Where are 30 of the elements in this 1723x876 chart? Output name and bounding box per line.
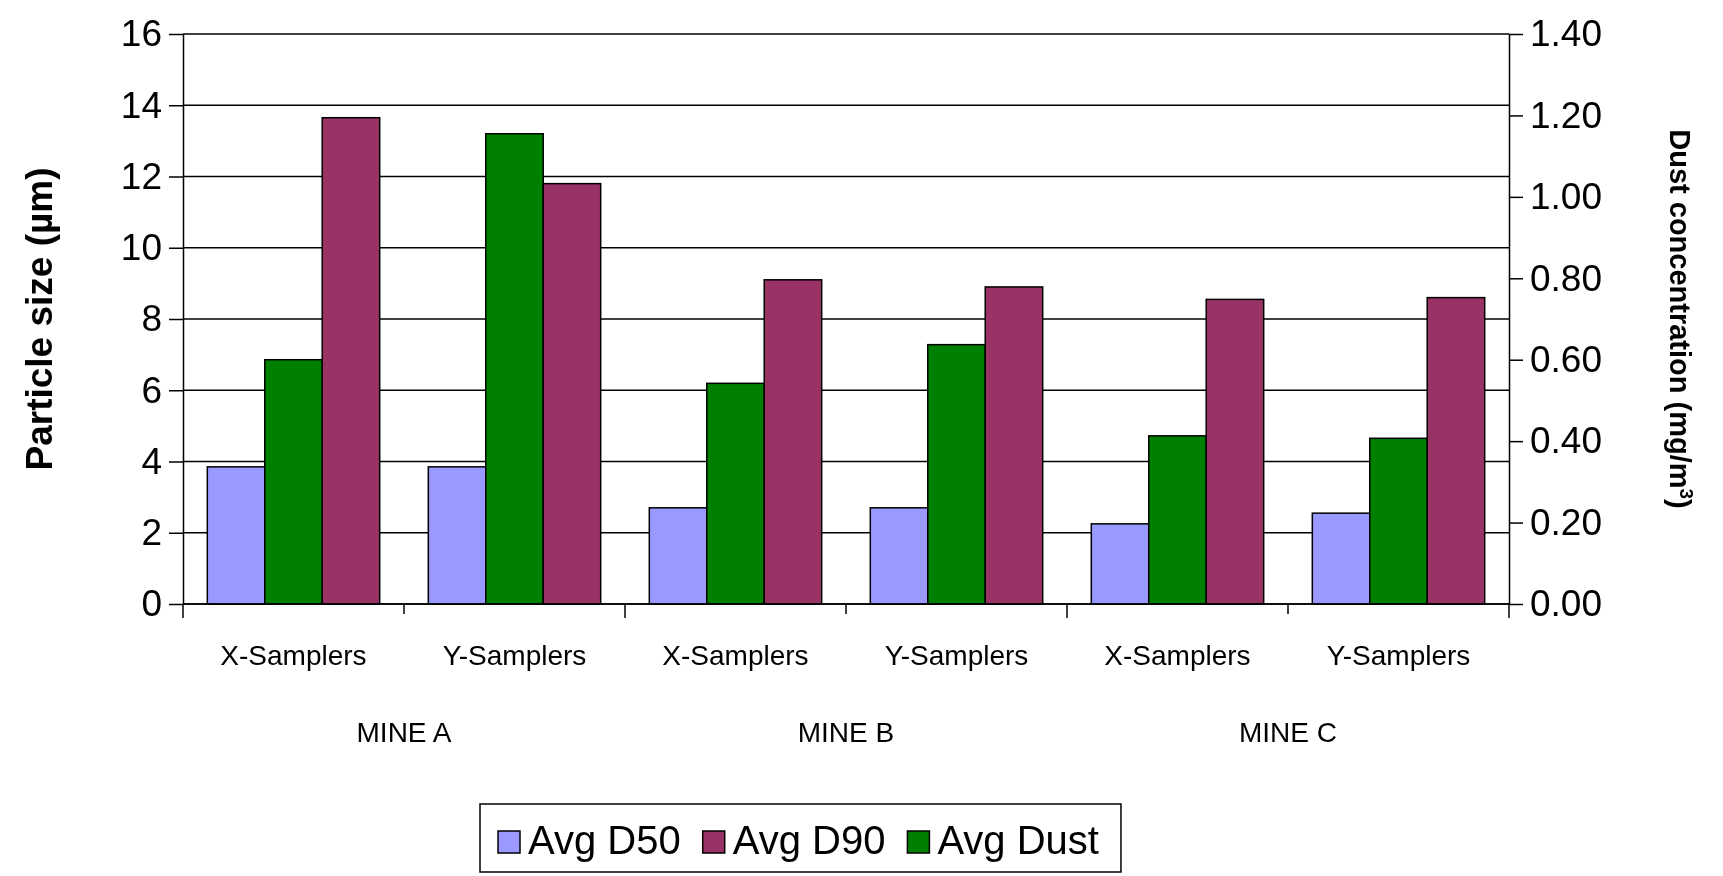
y-tick-label: 14 <box>120 84 162 126</box>
y-tick-label: 12 <box>120 155 162 197</box>
y2-tick-label: 1.40 <box>1530 13 1603 55</box>
y2-tick-label: 0.40 <box>1530 420 1603 462</box>
legend-label: Avg D90 <box>732 818 886 862</box>
x-tick-label: X-Samplers <box>1104 640 1251 671</box>
y-axis-title: Particle size (µm) <box>19 167 60 471</box>
y-tick-label: 0 <box>141 583 162 625</box>
x-tick-label: X-Samplers <box>220 640 367 671</box>
x-tick-label: X-Samplers <box>662 640 809 671</box>
text: MINE B <box>797 717 895 748</box>
x-tick-label: Y-Samplers <box>442 640 587 671</box>
y-tick-label: 4 <box>141 440 162 482</box>
x-tick-label: Y-Samplers <box>884 640 1029 671</box>
y-tick-label: 16 <box>120 13 162 55</box>
y-tick-label: 2 <box>141 512 162 554</box>
y2-tick-label: 1.00 <box>1530 176 1603 218</box>
y-tick-label: 10 <box>120 227 162 269</box>
y2-tick-label: 1.20 <box>1530 94 1603 136</box>
y2-tick-label: 0.00 <box>1530 583 1603 625</box>
y2-tick-label: 0.80 <box>1530 257 1603 299</box>
y2-tick-label: 0.20 <box>1530 501 1603 543</box>
y-tick-label: 6 <box>141 369 162 411</box>
legend-label: Avg D50 <box>528 818 681 862</box>
y-tick-label: 8 <box>141 298 162 340</box>
text: MINE A <box>356 717 452 748</box>
x-tick-label: Y-Samplers <box>1326 640 1471 671</box>
y2-tick-label: 0.60 <box>1530 339 1603 381</box>
legend-label: Avg Dust <box>937 818 1099 862</box>
text: MINE C <box>1239 717 1337 748</box>
